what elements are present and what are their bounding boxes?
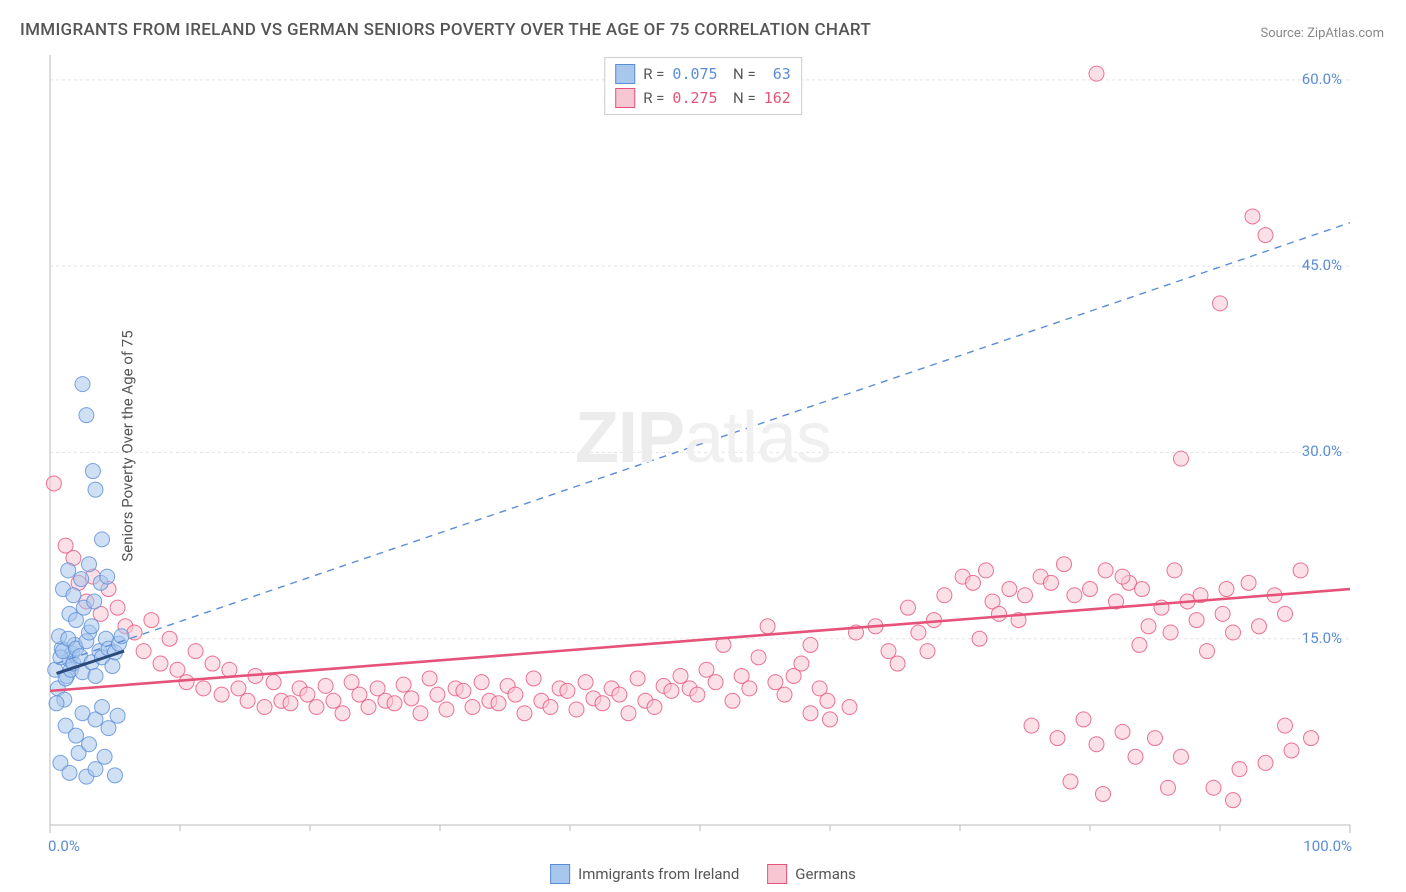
legend-stats-germans: R = 0.275 N = 162 — [615, 86, 791, 110]
y-tick-label: 45.0% — [1302, 256, 1342, 274]
legend-stats-ireland: R = 0.075 N = 63 — [615, 62, 791, 86]
x-tick-label: 0.0% — [48, 837, 80, 855]
legend-swatch-ireland — [615, 64, 635, 84]
legend-swatch-germans — [615, 88, 635, 108]
scatter-plot — [0, 0, 1406, 892]
legend-stats: R = 0.075 N = 63 R = 0.275 N = 162 — [604, 57, 802, 115]
legend-swatch-ireland — [550, 864, 570, 884]
legend-series: Immigrants from Ireland Germans — [550, 864, 856, 884]
y-tick-label: 60.0% — [1302, 70, 1342, 88]
y-tick-label: 15.0% — [1302, 629, 1342, 647]
legend-item-ireland: Immigrants from Ireland — [550, 864, 739, 884]
x-tick-label: 100.0% — [1303, 837, 1352, 855]
y-tick-label: 30.0% — [1302, 442, 1342, 460]
legend-item-germans: Germans — [767, 864, 856, 884]
legend-swatch-germans — [767, 864, 787, 884]
